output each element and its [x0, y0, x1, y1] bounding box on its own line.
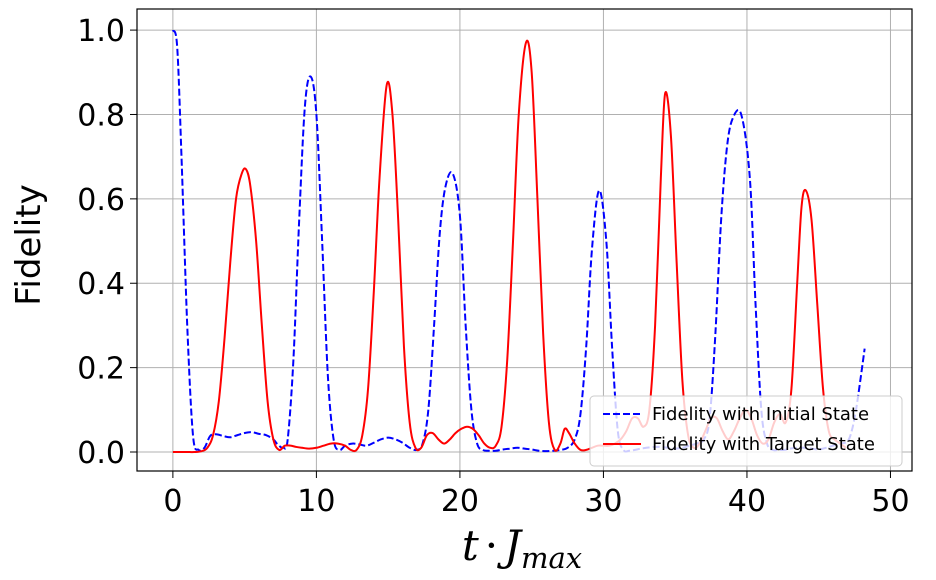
series-lines [171, 29, 866, 454]
x-tick-label: 10 [297, 484, 335, 519]
x-axis-label-op: · [485, 521, 498, 570]
series-line-initial-state [171, 29, 866, 453]
x-axis-label: t · Jmax [462, 521, 582, 575]
axes-frame [136, 8, 913, 472]
legend-label-initial: Fidelity with Initial State [652, 404, 869, 425]
series-line-target-state [172, 39, 847, 454]
x-axis-label-var: t [462, 521, 479, 570]
axis-ticks: 0 10 20 30 40 50 0.0 0.2 0.4 0.6 0.8 1.0 [77, 14, 909, 519]
x-axis-label-sub: max [521, 541, 582, 575]
x-tick-label: 40 [728, 484, 766, 519]
legend-label-target: Fidelity with Target State [652, 434, 875, 455]
grid [137, 9, 912, 471]
y-tick-label: 1.0 [77, 14, 125, 49]
x-tick-label: 30 [584, 484, 622, 519]
x-tick-label: 0 [163, 484, 182, 519]
y-tick-label: 0.6 [77, 183, 125, 218]
x-tick-label: 50 [871, 484, 909, 519]
x-tick-label: 20 [441, 484, 479, 519]
legend: Fidelity with Initial State Fidelity wit… [589, 395, 903, 467]
y-tick-label: 0.2 [77, 352, 125, 387]
y-tick-label: 0.4 [77, 267, 125, 302]
y-tick-label: 0.0 [77, 436, 125, 471]
y-axis-label: Fidelity [9, 184, 49, 305]
x-axis-label-sym: J [496, 521, 523, 570]
y-tick-label: 0.8 [77, 98, 125, 133]
legend-box [589, 395, 903, 467]
